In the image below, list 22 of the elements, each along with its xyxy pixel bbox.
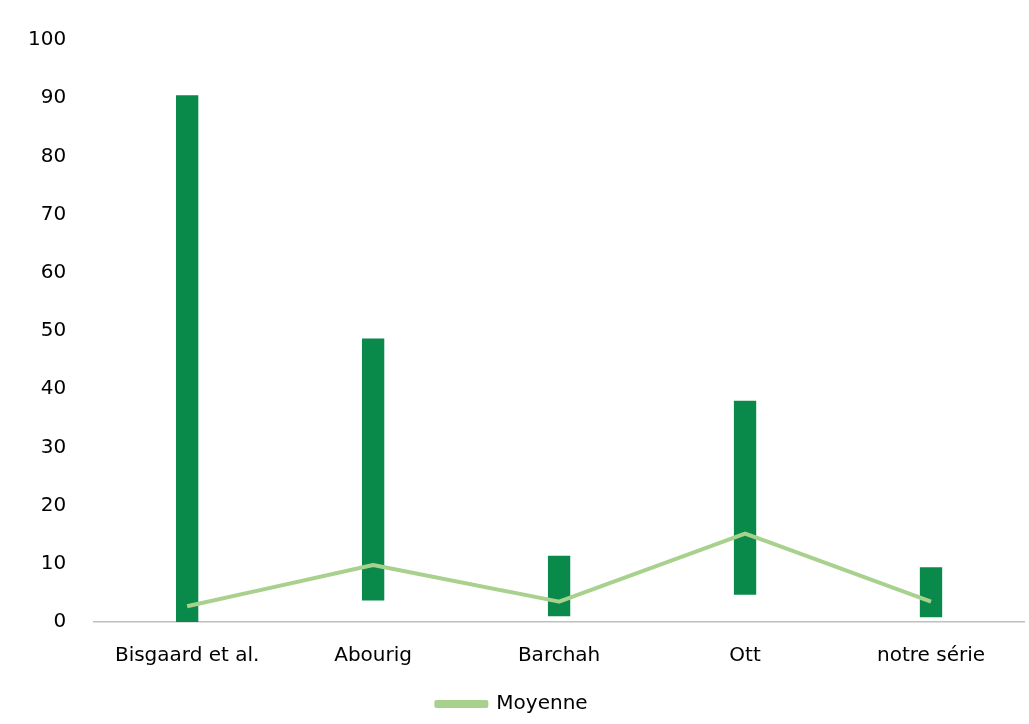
bar bbox=[547, 555, 571, 617]
bar bbox=[361, 338, 385, 601]
bar bbox=[176, 95, 199, 622]
y-tick-label: 10 bbox=[40, 550, 67, 574]
x-tick-label: notre série bbox=[877, 642, 986, 667]
x-tick-label: Ott bbox=[729, 642, 761, 667]
bar bbox=[733, 400, 757, 595]
x-tick-label: Bisgaard et al. bbox=[114, 642, 260, 667]
y-tick-label: 20 bbox=[40, 491, 67, 516]
x-tick-label: Abourig bbox=[334, 642, 412, 667]
y-tick-label: 90 bbox=[40, 84, 67, 109]
y-tick-label: 0 bbox=[53, 608, 67, 633]
y-tick-label: 100 bbox=[27, 26, 67, 51]
legend-label: Moyenne bbox=[496, 690, 588, 715]
x-tick-label: Barchah bbox=[517, 642, 601, 667]
y-tick-label: 80 bbox=[40, 142, 67, 167]
y-tick-label: 40 bbox=[40, 375, 67, 400]
y-tick-label: 30 bbox=[40, 433, 67, 458]
y-tick-label: 50 bbox=[40, 317, 67, 342]
bar bbox=[919, 567, 943, 618]
y-tick-label: 60 bbox=[40, 259, 67, 283]
y-tick-label: 70 bbox=[40, 200, 67, 225]
